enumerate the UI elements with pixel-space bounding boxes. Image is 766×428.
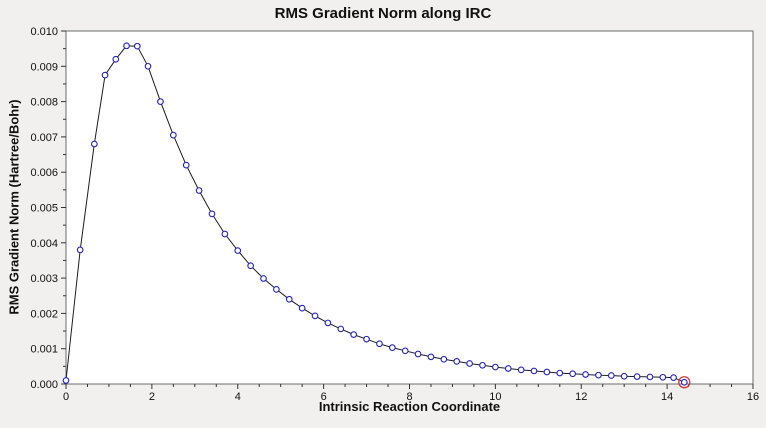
data-point[interactable] bbox=[659, 373, 667, 381]
data-point[interactable] bbox=[311, 312, 319, 320]
data-point[interactable] bbox=[144, 62, 152, 70]
y-tick-label: 0.006 bbox=[30, 167, 58, 179]
data-point[interactable] bbox=[670, 374, 677, 381]
data-point[interactable] bbox=[556, 369, 564, 377]
data-point[interactable] bbox=[427, 353, 435, 361]
x-axis-label: Intrinsic Reaction Coordinate bbox=[318, 399, 501, 414]
axis-tick-labels: 0 2 4 6 8 10 12 14 16 0.000 0.001 0.002 0.003 0.004 0.… bbox=[30, 26, 759, 403]
x-tick-label: 6 bbox=[321, 391, 327, 403]
data-point[interactable] bbox=[260, 275, 267, 282]
data-point[interactable] bbox=[337, 325, 345, 333]
y-tick-label: 0.007 bbox=[30, 132, 58, 144]
data-point[interactable] bbox=[133, 42, 141, 50]
data-point[interactable] bbox=[101, 71, 109, 79]
data-point[interactable] bbox=[543, 368, 551, 376]
x-tick-label: 10 bbox=[489, 391, 501, 403]
x-tick-label: 12 bbox=[575, 391, 587, 403]
y-tick-label: 0.010 bbox=[30, 26, 58, 38]
data-point[interactable] bbox=[492, 363, 499, 371]
data-point[interactable] bbox=[680, 378, 688, 386]
data-point[interactable] bbox=[582, 371, 589, 378]
data-points bbox=[62, 42, 688, 386]
data-point[interactable] bbox=[363, 335, 370, 343]
data-point[interactable] bbox=[440, 355, 448, 363]
y-tick-label: 0.003 bbox=[30, 273, 58, 285]
y-tick-label: 0.000 bbox=[30, 379, 58, 391]
data-point[interactable] bbox=[247, 262, 254, 270]
data-point[interactable] bbox=[620, 372, 628, 380]
data-point[interactable] bbox=[208, 210, 216, 218]
x-tick-label: 2 bbox=[149, 391, 155, 403]
data-point[interactable] bbox=[169, 131, 177, 139]
data-point[interactable] bbox=[285, 295, 293, 303]
data-point[interactable] bbox=[376, 340, 383, 348]
data-point[interactable] bbox=[350, 331, 358, 338]
data-point[interactable] bbox=[90, 140, 98, 148]
data-point[interactable] bbox=[530, 367, 538, 375]
data-point[interactable] bbox=[517, 366, 525, 374]
y-tick-label: 0.008 bbox=[30, 97, 58, 109]
data-point[interactable] bbox=[112, 55, 120, 63]
y-axis-label: RMS Gradient Norm (Hartree/Bohr) bbox=[6, 99, 22, 315]
x-tick-label: 8 bbox=[406, 391, 412, 403]
plot-background bbox=[65, 30, 754, 385]
data-point[interactable] bbox=[157, 98, 164, 105]
data-point[interactable] bbox=[595, 371, 602, 379]
data-point[interactable] bbox=[479, 361, 486, 369]
x-tick-label: 16 bbox=[747, 391, 759, 403]
x-tick-label: 14 bbox=[661, 391, 673, 403]
data-point[interactable] bbox=[234, 247, 242, 254]
data-point[interactable] bbox=[182, 161, 190, 169]
data-point[interactable] bbox=[401, 347, 409, 355]
y-tick-label: 0.002 bbox=[30, 308, 58, 320]
data-point[interactable] bbox=[62, 377, 70, 384]
y-tick-label: 0.005 bbox=[30, 203, 58, 215]
y-tick-label: 0.009 bbox=[30, 61, 58, 73]
data-point[interactable] bbox=[453, 358, 461, 365]
data-point[interactable] bbox=[324, 319, 332, 327]
axis-ticks bbox=[61, 30, 754, 389]
data-point[interactable] bbox=[607, 372, 615, 379]
data-point[interactable] bbox=[298, 304, 306, 312]
data-point[interactable] bbox=[414, 350, 422, 358]
data-point[interactable] bbox=[646, 373, 654, 381]
selected-point-ring[interactable] bbox=[678, 376, 691, 389]
data-point[interactable] bbox=[76, 246, 84, 254]
data-point[interactable] bbox=[504, 365, 512, 372]
data-point[interactable] bbox=[569, 370, 577, 378]
y-tick-label: 0.001 bbox=[30, 344, 58, 356]
data-point[interactable] bbox=[123, 42, 130, 50]
x-tick-label: 0 bbox=[63, 391, 69, 403]
data-point[interactable] bbox=[466, 360, 473, 367]
data-point[interactable] bbox=[633, 373, 641, 380]
x-tick-label: 4 bbox=[235, 391, 241, 403]
data-point[interactable] bbox=[273, 286, 280, 293]
y-tick-label: 0.004 bbox=[30, 238, 58, 250]
data-point[interactable] bbox=[195, 187, 203, 194]
chart-title: RMS Gradient Norm along IRC bbox=[274, 5, 492, 22]
data-point[interactable] bbox=[221, 230, 229, 238]
data-point[interactable] bbox=[388, 344, 396, 351]
